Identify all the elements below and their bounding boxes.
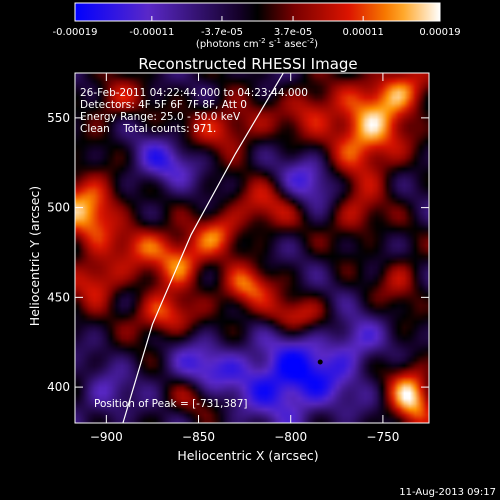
x-tick-label: −750	[366, 430, 399, 444]
y-tick-label: 450	[47, 290, 70, 304]
colorbar-tick-label: 0.00019	[419, 27, 460, 38]
peak-marker	[317, 359, 323, 365]
x-tick-label: −900	[90, 430, 123, 444]
colorbar-ticks: -0.00019 -0.00011 -3.7e-05 3.7e-05 0.00011 0.…	[53, 16, 461, 38]
colorbar-gradient	[74, 2, 441, 22]
x-tick-label: −800	[274, 430, 307, 444]
annotation-clean-counts: Clean Total counts: 971.	[80, 123, 216, 135]
y-tick-label: 550	[47, 111, 70, 125]
x-axis-label: Heliocentric X (arcsec)	[177, 448, 318, 463]
colorbar-tick-label: 0.00011	[342, 27, 383, 38]
y-tick-label: 400	[47, 380, 70, 394]
solar-limb-arc	[122, 73, 284, 423]
colorbar-unit: (photons cm-2 s-1 asec-2)	[196, 37, 318, 50]
colorbar-tick-label: -0.00011	[129, 27, 174, 38]
peak-dot	[317, 359, 323, 365]
footer-date: 11-Aug-2013 09:17	[399, 487, 496, 498]
annotation-energy-range: Energy Range: 25.0 - 50.0 keV	[80, 111, 241, 123]
annotation-detectors: Detectors: 4F 5F 6F 7F 8F, Att 0	[80, 99, 247, 111]
y-axis-ticks: 400 450 500 550	[47, 111, 429, 394]
annotation-peak-position: Position of Peak = [-731,387]	[94, 398, 248, 410]
plot-frame	[74, 72, 430, 424]
y-tick-label: 500	[47, 201, 70, 215]
chart-title: Reconstructed RHESSI Image	[138, 55, 357, 73]
x-axis-ticks: −900 −850 −800 −750	[90, 73, 399, 444]
annotation-time-range: 26-Feb-2011 04:22:44.000 to 04:23:44.000	[80, 87, 308, 99]
y-axis-label: Heliocentric Y (arcsec)	[27, 186, 42, 326]
colorbar-tick-label: -0.00019	[53, 27, 98, 38]
colorbar-tick-label: -3.7e-05	[201, 27, 243, 38]
plot-area: −900 −850 −800 −750 400 450 500 550	[47, 72, 430, 444]
colorbar-tick-label: 3.7e-05	[274, 27, 312, 38]
heatmap-image	[75, 73, 429, 423]
x-tick-label: −850	[182, 430, 215, 444]
colorbar: -0.00019 -0.00011 -3.7e-05 3.7e-05 0.00011 0.…	[53, 2, 461, 50]
